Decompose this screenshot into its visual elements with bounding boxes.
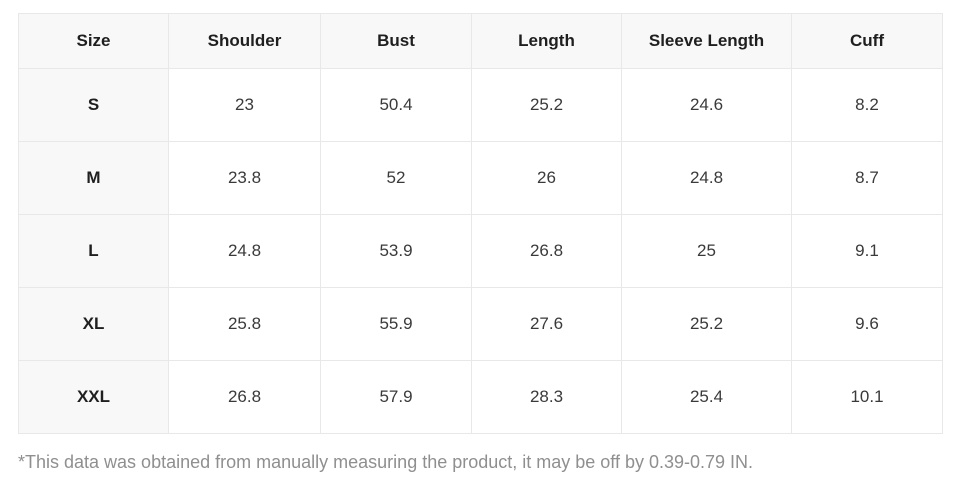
table-cell-s-cuff: 8.2 — [791, 68, 943, 142]
size-chart-table: Size Shoulder Bust Length Sleeve Length … — [18, 13, 943, 434]
column-header-sleeve-length: Sleeve Length — [621, 13, 792, 69]
table-cell-l-bust: 53.9 — [320, 214, 472, 288]
table-cell-m-sleeve-length: 24.8 — [621, 141, 792, 215]
size-label-xl: XL — [18, 287, 169, 361]
column-header-cuff: Cuff — [791, 13, 943, 69]
table-cell-s-sleeve-length: 24.6 — [621, 68, 792, 142]
table-cell-xl-shoulder: 25.8 — [168, 287, 321, 361]
table-cell-m-length: 26 — [471, 141, 622, 215]
table-cell-xxl-sleeve-length: 25.4 — [621, 360, 792, 434]
table-header-row: Size Shoulder Bust Length Sleeve Length … — [18, 13, 943, 69]
table-row-xl: XL 25.8 55.9 27.6 25.2 9.6 — [18, 287, 943, 361]
table-cell-l-length: 26.8 — [471, 214, 622, 288]
table-cell-xxl-shoulder: 26.8 — [168, 360, 321, 434]
table-cell-xxl-cuff: 10.1 — [791, 360, 943, 434]
size-label-xxl: XXL — [18, 360, 169, 434]
size-label-m: M — [18, 141, 169, 215]
measurement-disclaimer-footnote: *This data was obtained from manually me… — [18, 452, 754, 472]
table-cell-xxl-bust: 57.9 — [320, 360, 472, 434]
table-cell-s-bust: 50.4 — [320, 68, 472, 142]
table-cell-m-cuff: 8.7 — [791, 141, 943, 215]
column-header-shoulder: Shoulder — [168, 13, 321, 69]
table-row-s: S 23 50.4 25.2 24.6 8.2 — [18, 68, 943, 142]
table-cell-s-length: 25.2 — [471, 68, 622, 142]
table-cell-xl-sleeve-length: 25.2 — [621, 287, 792, 361]
table-cell-s-shoulder: 23 — [168, 68, 321, 142]
column-header-bust: Bust — [320, 13, 472, 69]
table-cell-xl-bust: 55.9 — [320, 287, 472, 361]
table-cell-m-shoulder: 23.8 — [168, 141, 321, 215]
size-label-s: S — [18, 68, 169, 142]
table-cell-l-sleeve-length: 25 — [621, 214, 792, 288]
table-cell-xl-cuff: 9.6 — [791, 287, 943, 361]
table-row-l: L 24.8 53.9 26.8 25 9.1 — [18, 214, 943, 288]
table-cell-xxl-length: 28.3 — [471, 360, 622, 434]
table-row-m: M 23.8 52 26 24.8 8.7 — [18, 141, 943, 215]
table-cell-l-shoulder: 24.8 — [168, 214, 321, 288]
table-row-xxl: XXL 26.8 57.9 28.3 25.4 10.1 — [18, 360, 943, 434]
column-header-size: Size — [18, 13, 169, 69]
table-cell-xl-length: 27.6 — [471, 287, 622, 361]
size-label-l: L — [18, 214, 169, 288]
column-header-length: Length — [471, 13, 622, 69]
table-cell-m-bust: 52 — [320, 141, 472, 215]
table-cell-l-cuff: 9.1 — [791, 214, 943, 288]
